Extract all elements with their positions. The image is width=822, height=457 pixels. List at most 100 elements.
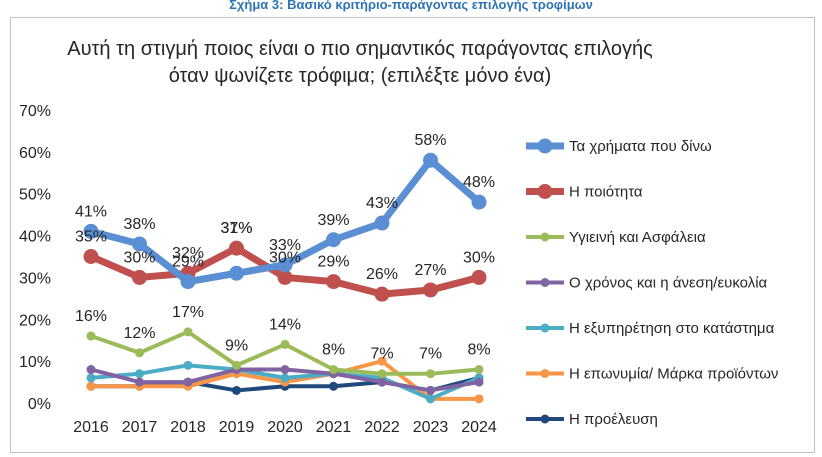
legend-label: Τα χρήματα που δίνω xyxy=(569,138,712,155)
data-point xyxy=(326,274,341,290)
data-label: 27% xyxy=(414,262,446,279)
x-tick-label: 2021 xyxy=(316,419,352,436)
x-tick-label: 2018 xyxy=(170,419,206,436)
legend-marker xyxy=(540,414,550,424)
data-point xyxy=(83,249,99,264)
data-point xyxy=(135,348,144,358)
legend-marker xyxy=(540,369,550,378)
chart-title: Αυτή τη στιγμή ποιος είναι ο πιο σημαντι… xyxy=(67,38,653,87)
y-tick-label: 60% xyxy=(19,145,51,162)
data-label: 32% xyxy=(172,245,204,262)
data-point xyxy=(280,339,290,349)
data-label: 7% xyxy=(419,346,442,363)
data-point xyxy=(86,381,96,391)
y-tick-label: 10% xyxy=(19,354,51,371)
legend-label: Η εξυπηρέτηση στο κατάστημα xyxy=(569,320,775,337)
legend-label: Υγιεινή και Ασφάλεια xyxy=(569,229,706,246)
legend-marker xyxy=(540,232,550,242)
legend-marker xyxy=(540,278,550,287)
data-label: 43% xyxy=(366,195,398,212)
legend-marker xyxy=(540,323,550,333)
x-tick-label: 2019 xyxy=(219,419,255,436)
data-point xyxy=(377,377,387,387)
data-point xyxy=(426,385,435,395)
data-point xyxy=(86,365,96,375)
data-label: 48% xyxy=(463,174,495,191)
data-point xyxy=(232,385,241,395)
data-point xyxy=(474,394,484,404)
data-point xyxy=(474,377,484,387)
data-point xyxy=(326,232,341,248)
data-label: 16% xyxy=(75,308,107,325)
data-label: 8% xyxy=(467,342,490,359)
data-label: 8% xyxy=(322,342,345,359)
legend-label: Ο χρόνος και η άνεση/ευκολία xyxy=(569,275,768,292)
data-point xyxy=(277,269,293,285)
data-point xyxy=(132,269,147,285)
data-point xyxy=(423,282,438,298)
data-point xyxy=(426,369,435,379)
data-label: 30% xyxy=(463,249,495,266)
data-label: 35% xyxy=(75,229,107,246)
data-label: 14% xyxy=(269,316,301,333)
figure-caption: Σχήμα 3: Βασικό κριτήριο-παράγοντας επιλ… xyxy=(229,0,593,12)
legend-label: Η επωνυμία/ Μάρκα προϊόντων xyxy=(569,366,778,383)
data-point xyxy=(280,365,290,375)
data-label: 29% xyxy=(317,254,349,271)
data-point xyxy=(183,327,193,337)
data-point xyxy=(329,365,338,375)
legend-marker xyxy=(537,138,553,154)
data-point xyxy=(232,360,241,370)
data-point xyxy=(277,257,293,273)
data-label: 58% xyxy=(414,132,446,149)
y-tick-label: 30% xyxy=(19,270,51,287)
data-point xyxy=(135,369,144,379)
y-tick-label: 20% xyxy=(19,312,51,329)
data-label: 9% xyxy=(225,337,248,354)
data-point xyxy=(426,394,435,404)
data-point xyxy=(183,377,193,387)
data-point xyxy=(86,331,96,341)
x-tick-label: 2016 xyxy=(73,419,109,436)
data-label: 39% xyxy=(317,212,349,229)
x-tick-label: 2020 xyxy=(267,419,303,436)
data-label: 30% xyxy=(269,249,301,266)
data-point xyxy=(180,274,196,290)
data-label: 37% xyxy=(220,220,252,237)
data-label: 38% xyxy=(123,216,155,233)
y-tick-label: 40% xyxy=(19,229,51,246)
x-tick-label: 2024 xyxy=(461,419,497,436)
data-point xyxy=(329,381,338,391)
data-point xyxy=(474,365,484,375)
data-point xyxy=(423,152,438,168)
x-tick-label: 2023 xyxy=(413,419,449,436)
x-tick-label: 2017 xyxy=(122,419,158,436)
legend-label: Η ποιότητα xyxy=(569,184,643,201)
y-tick-label: 0% xyxy=(28,396,51,413)
data-point xyxy=(86,373,96,383)
data-label: 41% xyxy=(75,203,107,220)
data-point xyxy=(374,286,390,302)
data-point xyxy=(132,236,147,252)
data-label: 30% xyxy=(123,249,155,266)
data-point xyxy=(374,215,390,231)
data-point xyxy=(183,360,193,370)
data-point xyxy=(229,265,244,281)
data-point xyxy=(83,223,99,239)
data-label: 12% xyxy=(123,325,155,342)
data-label: 33% xyxy=(269,237,301,254)
data-point xyxy=(229,240,244,256)
data-label: 26% xyxy=(366,266,398,283)
x-tick-label: 2022 xyxy=(364,419,400,436)
y-tick-label: 50% xyxy=(19,187,51,204)
data-point xyxy=(377,356,387,366)
data-point xyxy=(471,194,487,210)
legend-label: Η προέλευση xyxy=(569,411,658,428)
y-tick-label: 70% xyxy=(19,103,51,120)
legend-marker xyxy=(537,184,553,199)
data-point xyxy=(377,369,387,379)
data-label: 7% xyxy=(370,346,393,363)
data-label: 31% xyxy=(220,220,252,237)
data-point xyxy=(135,377,144,387)
